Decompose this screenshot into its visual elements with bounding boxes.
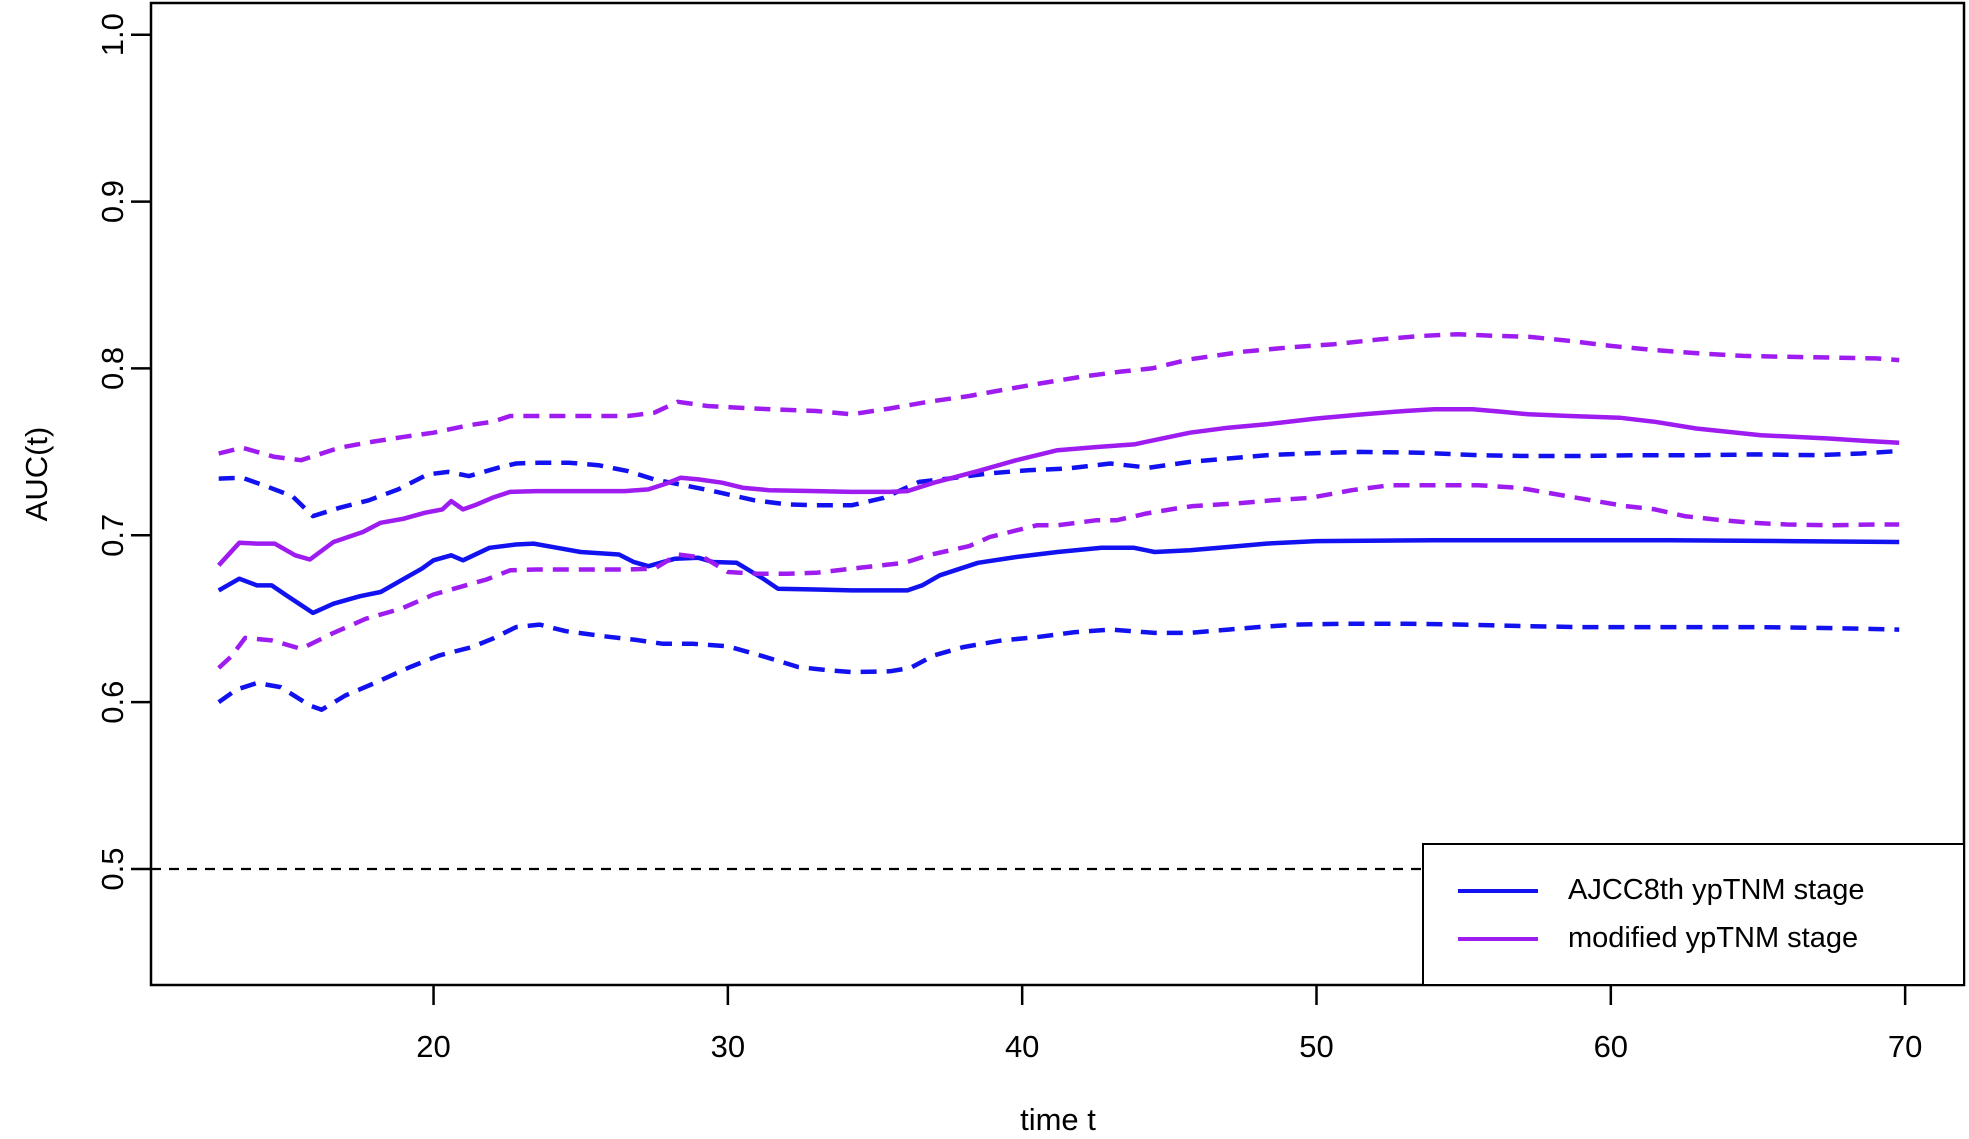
x-tick-label: 50 <box>1299 1029 1333 1064</box>
series-ajcc8th-lower_ci <box>217 621 1900 712</box>
series-modified-lower_ci <box>217 482 1900 670</box>
x-axis-title: time t <box>1020 1102 1096 1137</box>
x-tick-label: 30 <box>711 1029 745 1064</box>
y-tick-label: 0.9 <box>95 180 130 223</box>
y-tick-label: 1.0 <box>95 13 130 56</box>
legend-label: modified ypTNM stage <box>1568 922 1859 954</box>
series-ajcc8th-upper_ci <box>218 448 1900 519</box>
x-tick-label: 60 <box>1594 1029 1628 1064</box>
legend-item-ajcc8th: AJCC8th ypTNM stage <box>1424 874 1963 907</box>
series-modified-estimate <box>217 407 1900 567</box>
y-tick-label: 0.6 <box>95 681 130 724</box>
x-tick-label: 70 <box>1888 1029 1922 1064</box>
x-tick-label: 40 <box>1005 1029 1039 1064</box>
y-tick-label: 0.7 <box>95 514 130 557</box>
legend-line-swatch-blue <box>1458 888 1538 893</box>
y-tick-label: 0.5 <box>95 847 130 890</box>
y-tick-label: 0.8 <box>95 347 130 390</box>
y-axis-title: AUC(t) <box>19 426 54 522</box>
series-modified-upper_ci <box>218 331 1900 463</box>
series-ajcc8th-estimate <box>217 538 1900 616</box>
plot-frame <box>149 1 1966 987</box>
legend-label: AJCC8th ypTNM stage <box>1568 874 1865 906</box>
x-tick-label: 20 <box>416 1029 450 1064</box>
legend-box: AJCC8th ypTNM stage modified ypTNM stage <box>1422 843 1965 986</box>
legend-item-modified: modified ypTNM stage <box>1424 922 1963 955</box>
legend-line-swatch-purple <box>1458 936 1538 941</box>
